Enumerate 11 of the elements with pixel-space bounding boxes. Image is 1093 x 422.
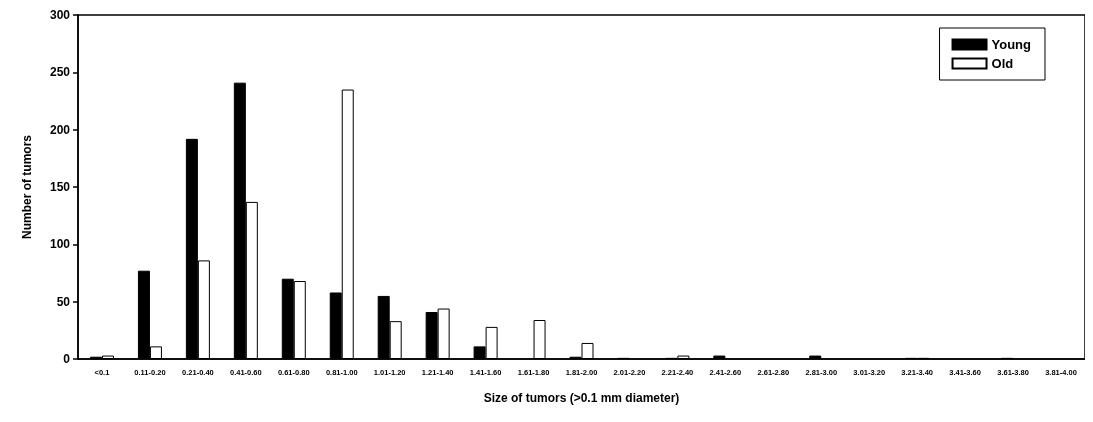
- y-axis-title: Number of tumors: [20, 134, 34, 240]
- y-tick-label: 100: [49, 237, 71, 252]
- y-tick-label: 150: [49, 180, 71, 194]
- x-axis-title: Size of tumors (>0.1 mm diameter): [483, 391, 680, 405]
- legend-label: Old: [991, 56, 1014, 71]
- y-tick-label: 0: [63, 352, 71, 366]
- y-tick-label: 50: [56, 294, 71, 309]
- y-tick-label: 200: [49, 122, 71, 137]
- y-tick-label: 300: [49, 8, 71, 22]
- y-tick-label: 250: [49, 65, 71, 80]
- legend-label: Young: [991, 37, 1032, 52]
